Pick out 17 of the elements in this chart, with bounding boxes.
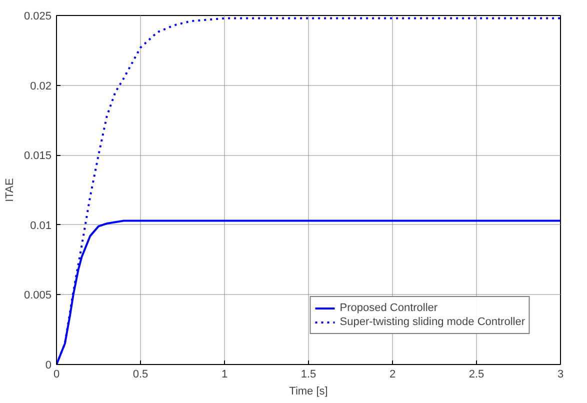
y-tick-label: 0 [45,360,52,372]
y-tick-label: 0.015 [24,150,52,162]
legend-label: Proposed Controller [340,301,438,315]
x-tick-label: 0 [53,368,60,380]
y-tick-label: 0.005 [24,290,52,302]
x-axis-title: Time [s] [289,386,328,398]
y-tick-label: 0.025 [24,10,52,22]
y-tick-label: 0.02 [30,80,52,92]
x-tick-label: 2.5 [468,368,484,380]
x-tick-label: 0.5 [132,368,148,380]
y-tick-label: 0.01 [30,220,52,232]
y-axis-title: ITAE [4,178,16,202]
legend-label: Super-twisting sliding mode Controller [340,315,525,329]
x-tick-label: 1.5 [300,368,316,380]
x-tick-label: 1 [221,368,228,380]
x-tick-label: 2 [389,368,396,380]
x-tick-label: 3 [557,368,564,380]
